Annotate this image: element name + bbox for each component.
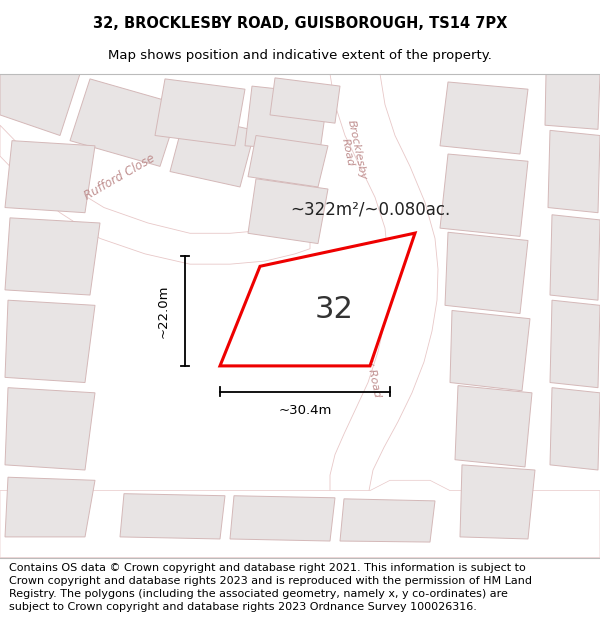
Text: Rufford Close: Rufford Close xyxy=(82,151,158,202)
Polygon shape xyxy=(270,78,340,123)
Text: ~22.0m: ~22.0m xyxy=(157,284,170,338)
Polygon shape xyxy=(5,300,95,382)
Polygon shape xyxy=(220,233,415,366)
Polygon shape xyxy=(545,74,600,129)
Polygon shape xyxy=(248,136,328,187)
Polygon shape xyxy=(548,131,600,212)
Polygon shape xyxy=(445,232,528,314)
Polygon shape xyxy=(330,74,438,506)
Polygon shape xyxy=(248,179,328,244)
Polygon shape xyxy=(0,125,310,264)
Polygon shape xyxy=(5,218,100,295)
Text: Contains OS data © Crown copyright and database right 2021. This information is : Contains OS data © Crown copyright and d… xyxy=(9,563,532,612)
Text: ~30.4m: ~30.4m xyxy=(278,404,332,416)
Text: ~322m²/~0.080ac.: ~322m²/~0.080ac. xyxy=(290,201,450,218)
Polygon shape xyxy=(170,115,255,187)
Polygon shape xyxy=(460,465,535,539)
Polygon shape xyxy=(5,388,95,470)
Polygon shape xyxy=(0,74,80,136)
Polygon shape xyxy=(245,86,328,151)
Polygon shape xyxy=(230,496,335,541)
Polygon shape xyxy=(5,478,95,537)
Text: 32: 32 xyxy=(315,296,353,324)
Text: Brocklesby Road: Brocklesby Road xyxy=(353,305,383,398)
Polygon shape xyxy=(455,386,532,467)
Polygon shape xyxy=(440,82,528,154)
Polygon shape xyxy=(155,79,245,146)
Polygon shape xyxy=(340,499,435,542)
Polygon shape xyxy=(450,311,530,391)
Polygon shape xyxy=(0,480,600,558)
Polygon shape xyxy=(5,141,95,212)
Polygon shape xyxy=(440,154,528,236)
Polygon shape xyxy=(550,300,600,388)
Text: Brocklesby
Road: Brocklesby Road xyxy=(336,119,368,183)
Text: Map shows position and indicative extent of the property.: Map shows position and indicative extent… xyxy=(108,49,492,62)
Polygon shape xyxy=(70,79,180,166)
Polygon shape xyxy=(550,215,600,300)
Polygon shape xyxy=(550,388,600,470)
Text: 32, BROCKLESBY ROAD, GUISBOROUGH, TS14 7PX: 32, BROCKLESBY ROAD, GUISBOROUGH, TS14 7… xyxy=(93,16,507,31)
Polygon shape xyxy=(120,494,225,539)
